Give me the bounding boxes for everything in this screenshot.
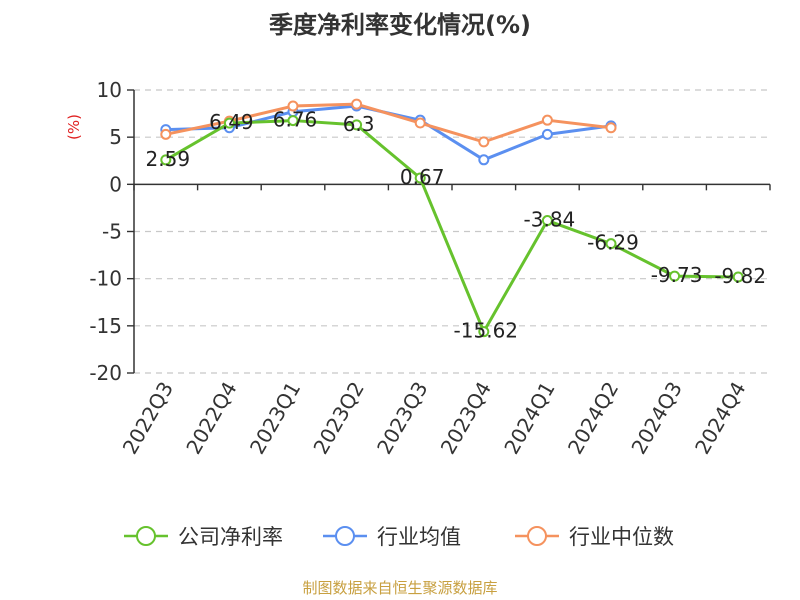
y-tick-label: -10 bbox=[89, 267, 122, 291]
data-point bbox=[160, 128, 172, 140]
y-tick-label: -20 bbox=[89, 361, 122, 385]
x-tick-label: 2022Q4 bbox=[181, 378, 241, 459]
data-point bbox=[605, 238, 617, 250]
x-tick-label: 2023Q4 bbox=[436, 378, 496, 459]
source-note: 制图数据来自恒生聚源数据库 bbox=[302, 579, 497, 597]
data-point bbox=[669, 270, 681, 282]
x-tick-label: 2024Q1 bbox=[499, 378, 559, 459]
data-point bbox=[160, 154, 172, 166]
data-point bbox=[605, 122, 617, 134]
data-label: -9.82 bbox=[714, 264, 766, 288]
data-point bbox=[414, 172, 426, 184]
data-label: -6.29 bbox=[587, 231, 639, 255]
legend-label: 行业均值 bbox=[377, 525, 461, 549]
y-tick-label: -5 bbox=[102, 220, 122, 244]
data-label: 6.3 bbox=[343, 112, 375, 136]
x-tick-label: 2022Q3 bbox=[118, 378, 178, 459]
y-axis-label: (%) bbox=[65, 114, 83, 140]
data-point bbox=[478, 326, 490, 338]
data-point bbox=[351, 98, 363, 110]
y-tick-label: 0 bbox=[109, 172, 122, 196]
legend: 公司净利率 行业均值 行业中位数 bbox=[124, 525, 674, 549]
data-point bbox=[478, 154, 490, 166]
legend-label: 公司净利率 bbox=[178, 525, 283, 549]
data-label: -9.73 bbox=[651, 263, 703, 287]
legend-label: 行业中位数 bbox=[569, 525, 674, 549]
legend-swatch-marker bbox=[527, 526, 547, 546]
x-tick-label: 2023Q3 bbox=[372, 378, 432, 459]
data-label: -15.62 bbox=[454, 319, 518, 343]
data-point bbox=[541, 128, 553, 140]
data-label-layer: 2.59 6.49 6.76 6.3 0.67 -15.62 -3.84 -6.29 -9.73… bbox=[146, 108, 767, 343]
legend-swatch-marker bbox=[136, 526, 156, 546]
x-tick-label: 2023Q2 bbox=[308, 378, 368, 459]
series-line bbox=[165, 102, 612, 144]
legend-swatch-marker bbox=[335, 526, 355, 546]
x-tick-label: 2024Q2 bbox=[563, 378, 623, 459]
data-point bbox=[732, 271, 744, 283]
data-label: -3.84 bbox=[524, 208, 576, 232]
y-tick-label: 10 bbox=[97, 78, 122, 102]
data-point bbox=[478, 136, 490, 148]
data-label: 0.67 bbox=[400, 165, 445, 189]
data-point bbox=[287, 115, 299, 127]
data-point bbox=[287, 100, 299, 112]
series-layer bbox=[160, 98, 744, 338]
data-label: 2.59 bbox=[146, 147, 191, 171]
data-point bbox=[223, 117, 235, 129]
series-line bbox=[165, 119, 739, 334]
data-label: 6.76 bbox=[273, 108, 318, 132]
y-tick-label: -15 bbox=[89, 314, 122, 338]
x-tick-label: 2023Q1 bbox=[245, 378, 305, 459]
data-label: 6.49 bbox=[209, 110, 254, 134]
grid-layer bbox=[134, 89, 770, 374]
data-point bbox=[351, 119, 363, 131]
data-point bbox=[541, 215, 553, 227]
data-point bbox=[541, 114, 553, 126]
x-tick-label: 2024Q4 bbox=[690, 378, 750, 459]
y-tick-label: 5 bbox=[109, 125, 122, 149]
chart-title: 季度净利率变化情况(%) bbox=[269, 11, 531, 39]
x-tick-label: 2024Q3 bbox=[626, 378, 686, 459]
data-point bbox=[414, 117, 426, 129]
